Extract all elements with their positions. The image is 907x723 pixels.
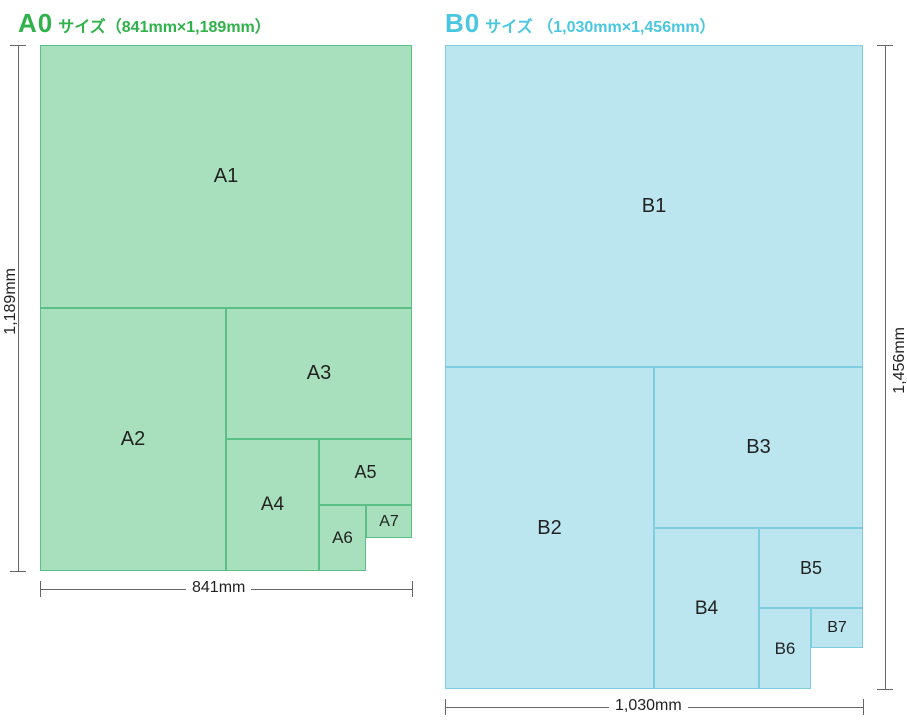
a-box-a7: A7 [366, 505, 412, 538]
b-height-label: 1,456mm [891, 327, 907, 394]
b-box-b2: B2 [445, 367, 654, 689]
a-width-label: 841mm [186, 579, 251, 597]
b-box-label: B5 [800, 558, 822, 579]
a-box-label: A2 [121, 428, 145, 451]
b-series-diagram: B1 B2 B3 B4 B5 B6 B7 [445, 45, 863, 689]
a-box-label: A7 [379, 513, 399, 531]
b-box-label: B2 [537, 517, 561, 540]
b-title-prefix: B0 [445, 8, 480, 38]
a-series-diagram: A1 A2 A3 A4 A5 A6 A7 [40, 45, 412, 571]
b-box-label: B7 [827, 619, 847, 637]
a-box-label: A6 [332, 528, 353, 548]
b-box-b5: B5 [759, 528, 863, 608]
a-box-label: A4 [261, 494, 284, 516]
a-box-a2: A2 [40, 308, 226, 571]
a-box-label: A1 [214, 165, 238, 188]
b-title-suffix: サイズ （1,030mm×1,456mm） [485, 19, 715, 36]
a-title: A0 サイズ（841mm×1,189mm） [18, 8, 271, 39]
a-height-label: 1,189mm [2, 268, 20, 335]
b-box-label: B1 [642, 195, 666, 218]
a-box-label: A5 [354, 462, 376, 483]
b-box-b1: B1 [445, 45, 863, 367]
b-box-label: B4 [695, 598, 718, 620]
a-box-a1: A1 [40, 45, 412, 308]
b-box-b3: B3 [654, 367, 863, 528]
a-box-label: A3 [307, 362, 331, 385]
a-title-suffix: サイズ（841mm×1,189mm） [58, 19, 271, 36]
a-box-a6: A6 [319, 505, 366, 571]
a-box-a5: A5 [319, 439, 412, 505]
b-box-label: B6 [775, 639, 796, 659]
a-box-a4: A4 [226, 439, 319, 571]
b-width-label: 1,030mm [609, 697, 688, 715]
b-box-b6: B6 [759, 608, 811, 689]
b-box-b4: B4 [654, 528, 759, 689]
a-title-prefix: A0 [18, 8, 53, 38]
b-box-label: B3 [746, 436, 770, 459]
a-box-a3: A3 [226, 308, 412, 439]
b-title: B0 サイズ （1,030mm×1,456mm） [445, 8, 716, 39]
b-box-b7: B7 [811, 608, 863, 648]
